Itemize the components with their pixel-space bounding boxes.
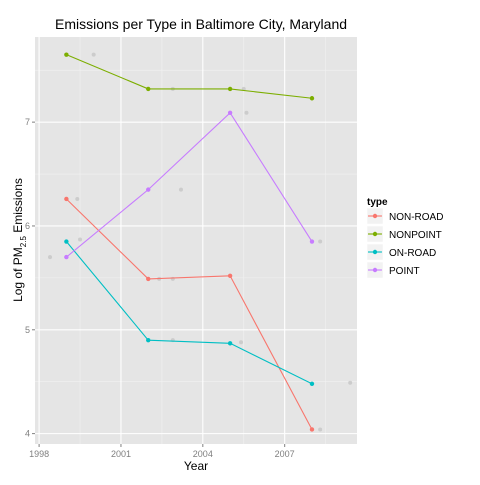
jitter-point: [92, 53, 96, 57]
legend-label: POINT: [389, 266, 420, 277]
data-point-nonpoint: [146, 87, 150, 91]
legend-key-point: [373, 214, 377, 218]
data-point-nonpoint: [64, 52, 68, 56]
x-axis-ticks: 1998 2001 2004 2007: [29, 444, 295, 459]
y-tick-label: 5: [25, 325, 30, 335]
data-point-non-road: [146, 277, 150, 281]
data-point-non-road: [228, 274, 232, 278]
y-axis-title-prefix: Log of PM: [11, 247, 25, 302]
legend: type NON-ROAD NONPOINT ON-ROAD POINT: [367, 197, 443, 278]
legend-item-nonpoint: NONPOINT: [367, 226, 442, 242]
x-tick-label: 2004: [193, 449, 213, 459]
legend-items: NON-ROAD NONPOINT ON-ROAD POINT: [367, 208, 443, 278]
x-tick-label: 1998: [29, 449, 49, 459]
y-axis-title-suffix: Emissions: [11, 178, 25, 236]
data-point-nonpoint: [310, 96, 314, 100]
legend-key-point: [373, 232, 377, 236]
data-point-non-road: [64, 197, 68, 201]
x-tick-label: 2001: [111, 449, 131, 459]
data-point-on-road: [146, 338, 150, 342]
x-axis-title: Year: [184, 459, 208, 473]
jitter-point: [179, 188, 183, 192]
jitter-point: [239, 340, 243, 344]
jitter-point: [318, 427, 322, 431]
legend-key-point: [373, 250, 377, 254]
legend-title: type: [367, 197, 388, 208]
jitter-point: [78, 237, 82, 241]
data-point-point: [310, 239, 314, 243]
data-point-on-road: [228, 341, 232, 345]
legend-item-point: POINT: [367, 262, 420, 278]
y-axis-title: Log of PM2.5 Emissions: [11, 178, 28, 302]
data-point-point: [228, 111, 232, 115]
data-point-on-road: [64, 239, 68, 243]
y-axis-title-subscript: 2.5: [19, 236, 28, 248]
y-tick-label: 4: [25, 429, 30, 439]
jitter-point: [318, 240, 322, 244]
legend-key-point: [373, 268, 377, 272]
jitter-point: [244, 111, 248, 115]
data-point-point: [146, 187, 150, 191]
legend-label: ON-ROAD: [389, 248, 436, 259]
jitter-point: [75, 197, 79, 201]
legend-label: NONPOINT: [389, 230, 442, 241]
jitter-point: [48, 255, 52, 259]
data-point-on-road: [310, 382, 314, 386]
data-point-nonpoint: [228, 87, 232, 91]
x-tick-label: 2007: [275, 449, 295, 459]
data-point-point: [64, 255, 68, 259]
legend-item-on-road: ON-ROAD: [367, 244, 436, 260]
y-axis-ticks: 4 5 6 7: [25, 117, 35, 438]
chart-title: Emissions per Type in Baltimore City, Ma…: [55, 16, 347, 32]
y-tick-label: 7: [25, 117, 30, 127]
data-point-non-road: [310, 427, 314, 431]
jitter-point: [348, 381, 352, 385]
y-tick-label: 6: [25, 221, 30, 231]
legend-label: NON-ROAD: [389, 212, 443, 223]
legend-item-non-road: NON-ROAD: [367, 208, 443, 224]
